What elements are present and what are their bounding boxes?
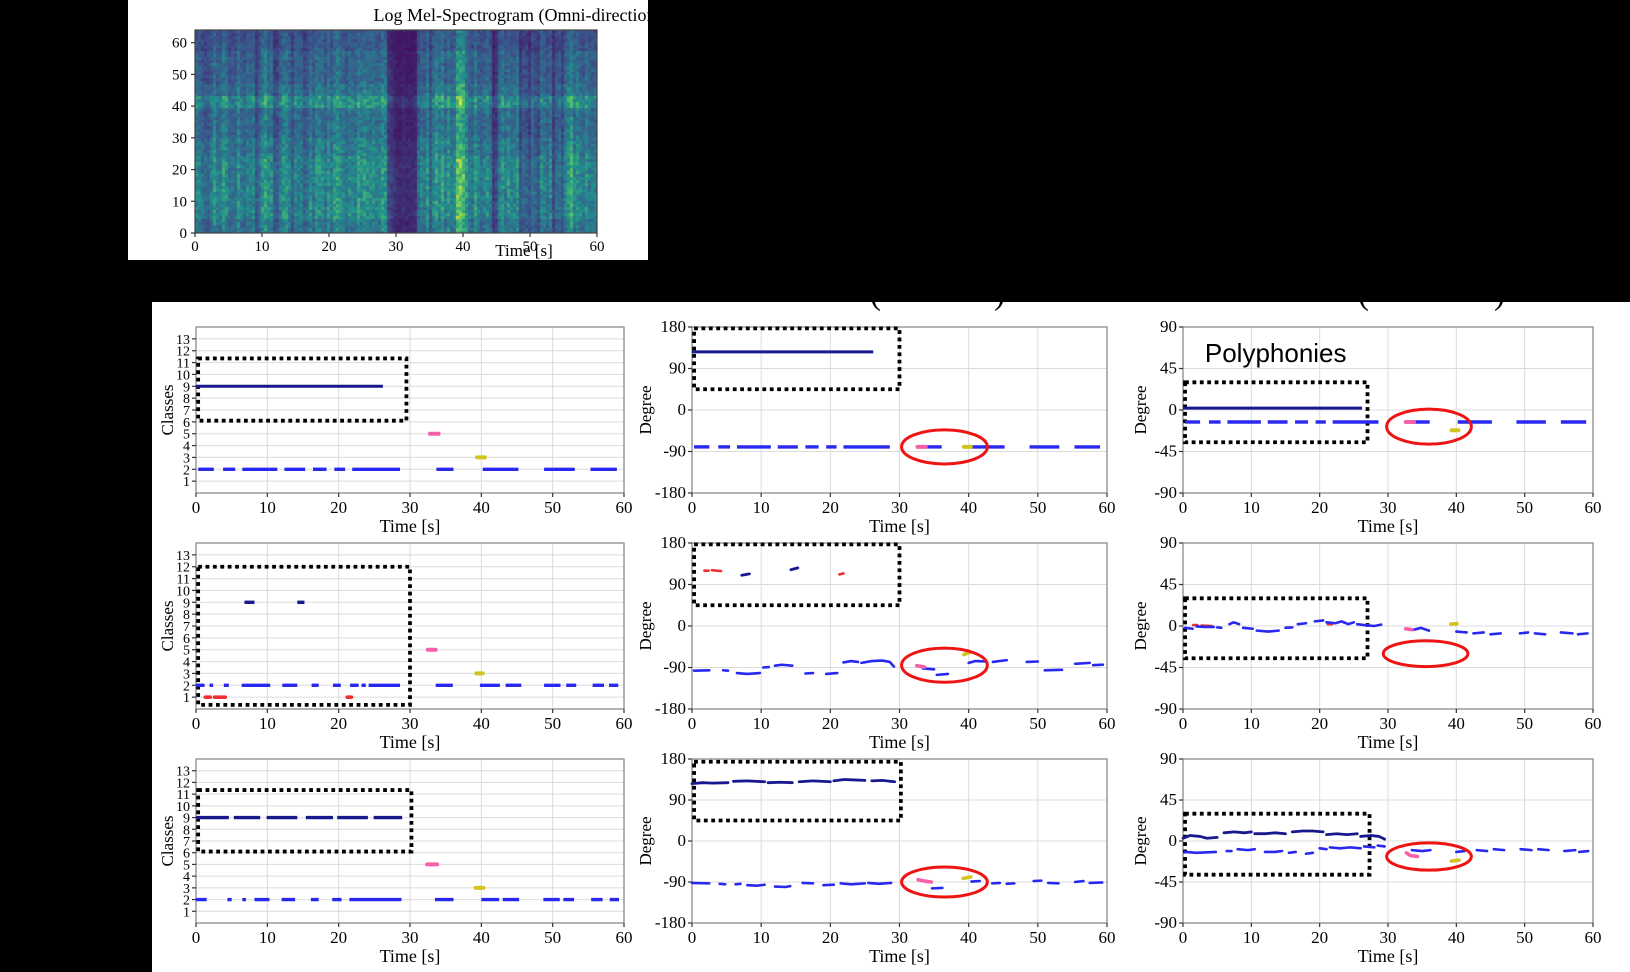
spectrogram-xlabel: Time [s] [495,241,553,260]
grid-panel [152,302,1630,972]
spectrogram-heatmap [195,30,597,233]
spectrogram-title: Log Mel-Spectrogram (Omni-directional) [373,5,675,25]
